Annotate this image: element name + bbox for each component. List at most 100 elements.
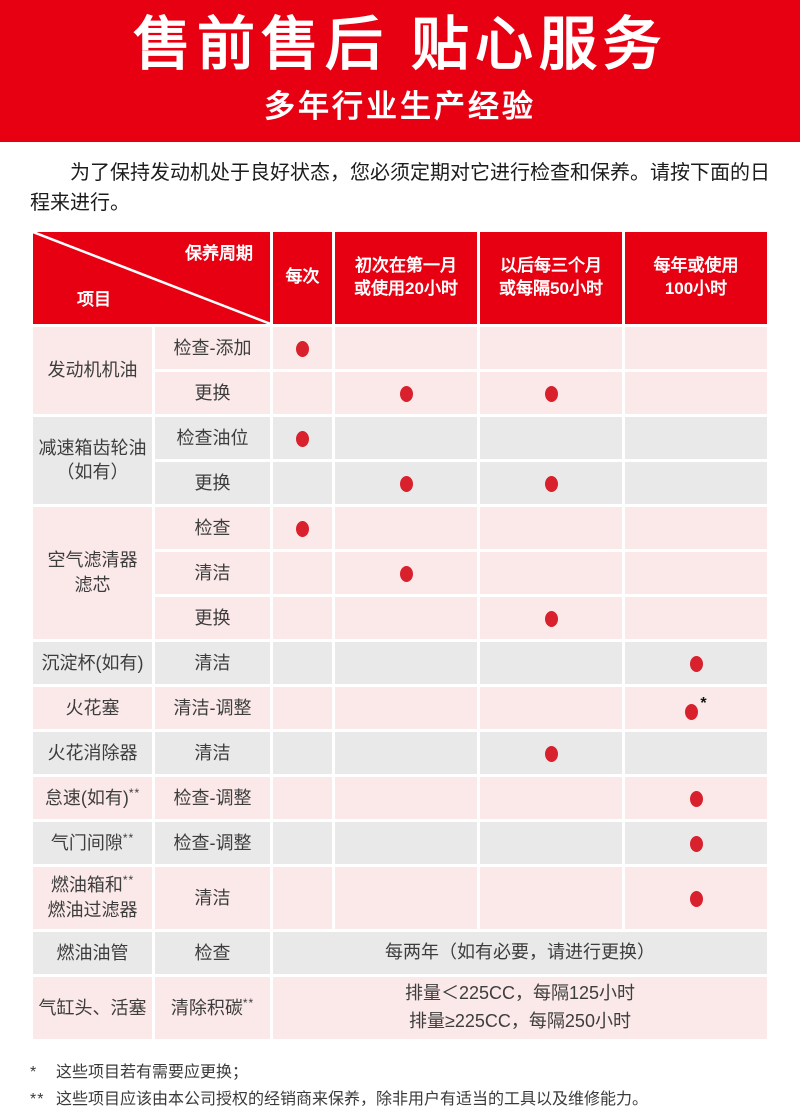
schedule-dot-icon [544, 610, 558, 627]
header-maintenance-period: 保养周期 [185, 244, 253, 263]
mark-cell [335, 641, 477, 684]
action-cell: 检查-调整 [155, 776, 270, 819]
column-header-every-use: 每次 [273, 232, 332, 324]
column-header-every-3-months-50h: 以后每三个月 或每隔50小时 [480, 232, 622, 324]
action-cell: 检查-调整 [155, 821, 270, 864]
mark-cell [625, 641, 767, 684]
mark-cell [480, 686, 622, 729]
mark-cell [480, 416, 622, 459]
table-row: 火花消除器 清洁 [33, 731, 767, 774]
action-cell: 清洁 [155, 866, 270, 929]
mark-cell [273, 731, 332, 774]
action-cell: 更换 [155, 596, 270, 639]
mark-cell [273, 821, 332, 864]
mark-cell [480, 506, 622, 549]
item-cell: 气门间隙** [33, 821, 152, 864]
action-cell: 清洁 [155, 641, 270, 684]
mark-cell [273, 416, 332, 459]
intro-paragraph: 为了保持发动机处于良好状态，您必须定期对它进行检查和保养。请按下面的日程来进行。 [30, 162, 770, 214]
mark-cell [625, 506, 767, 549]
column-header-first-month-20h: 初次在第一月 或使用20小时 [335, 232, 477, 324]
schedule-dot-icon [296, 340, 309, 357]
schedule-dot-icon [689, 790, 703, 807]
action-cell: 清除积碳** [155, 976, 270, 1039]
action-cell: 检查油位 [155, 416, 270, 459]
action-cell: 更换 [155, 371, 270, 414]
table-row: 清洁 [33, 551, 767, 594]
banner-subtitle: 多年行业生产经验 [264, 89, 536, 124]
mark-cell [480, 461, 622, 504]
mark-cell [480, 821, 622, 864]
mark-cell [273, 776, 332, 819]
mark-cell: * [625, 686, 767, 729]
maintenance-schedule-table: 保养周期 项目 每次 初次在第一月 或使用20小时 以后每三个月 或每隔50小时… [30, 229, 770, 1042]
corner-header-cell: 保养周期 项目 [33, 232, 270, 324]
schedule-dot-icon [296, 520, 309, 537]
mark-cell [335, 776, 477, 819]
interval-note-cell: 每两年（如有必要，请进行更换） [273, 931, 767, 974]
mark-cell [273, 866, 332, 929]
footnote-text: 这些项目若有需要应更换； [56, 1063, 249, 1081]
item-cell: 发动机机油 [33, 326, 152, 414]
footnotes: * 这些项目若有需要应更换； ** 这些项目应该由本公司授权的经销商来保养，除非… [30, 1059, 770, 1109]
double-asterisk-marker: ** [30, 1090, 45, 1108]
table-row: 火花塞 清洁-调整 * [33, 686, 767, 729]
schedule-dot-icon [689, 835, 703, 852]
schedule-table-body: 发动机机油 检查-添加 更换 减速箱齿轮油 （如有） 检查油位 更换 空气滤清器 滤芯 检查 清洁更… [33, 326, 767, 1039]
mark-cell [273, 641, 332, 684]
item-cell: 沉淀杯(如有) [33, 641, 152, 684]
mark-cell [480, 731, 622, 774]
asterisk-marker: * [700, 694, 707, 712]
header-item: 项目 [77, 289, 111, 309]
schedule-dot-icon [399, 475, 413, 492]
schedule-dot-icon [296, 430, 309, 447]
action-cell: 清洁 [155, 731, 270, 774]
banner: 售前售后 贴心服务 多年行业生产经验 [0, 0, 800, 142]
action-cell: 检查 [155, 506, 270, 549]
action-footnote-ref: ** [242, 995, 255, 1010]
mark-cell [335, 821, 477, 864]
mark-cell [273, 461, 332, 504]
mark-cell [625, 371, 767, 414]
action-cell: 检查-添加 [155, 326, 270, 369]
mark-cell [625, 551, 767, 594]
item-cell: 减速箱齿轮油 （如有） [33, 416, 152, 504]
table-row: 更换 [33, 461, 767, 504]
table-row: 减速箱齿轮油 （如有） 检查油位 [33, 416, 767, 504]
mark-cell [625, 461, 767, 504]
asterisk-marker: * [30, 1063, 38, 1081]
item-footnote-ref: ** [128, 785, 141, 800]
banner-title: 售前售后 贴心服务 [132, 12, 668, 77]
mark-cell [335, 371, 477, 414]
table-row: 气门间隙** 检查-调整 [33, 821, 767, 864]
mark-cell [335, 731, 477, 774]
mark-cell [273, 506, 332, 549]
mark-cell [625, 596, 767, 639]
mark-cell [480, 641, 622, 684]
mark-cell [480, 776, 622, 819]
table-row: 更换 [33, 596, 767, 639]
mark-cell [480, 371, 622, 414]
footnote-text: 这些项目应该由本公司授权的经销商来保养，除非用户有适当的工具以及维修能力。 [56, 1090, 649, 1108]
diagonal-divider-icon [33, 232, 270, 324]
table-row: 燃油箱和** 燃油过滤器 清洁 [33, 866, 767, 929]
mark-cell [335, 596, 477, 639]
mark-cell [273, 371, 332, 414]
schedule-dot-icon [689, 890, 703, 907]
mark-cell [273, 596, 332, 639]
schedule-dot-icon [689, 655, 703, 672]
schedule-dot-icon [399, 385, 413, 402]
mark-cell [625, 821, 767, 864]
table-row: 燃油油管 检查 每两年（如有必要，请进行更换） [33, 931, 767, 974]
item-footnote-ref: ** [122, 830, 135, 845]
mark-cell [480, 326, 622, 369]
column-header-yearly-100h: 每年或使用 100小时 [625, 232, 767, 324]
item-cell: 空气滤清器 滤芯 [33, 506, 152, 639]
action-cell: 检查 [155, 931, 270, 974]
table-row: 气缸头、活塞 清除积碳** 排量＜225CC，每隔125小时 排量≥225CC，每隔… [33, 976, 767, 1039]
mark-cell [625, 326, 767, 369]
mark-cell [625, 416, 767, 459]
mark-cell [480, 866, 622, 929]
footnote-double-asterisk: ** 这些项目应该由本公司授权的经销商来保养，除非用户有适当的工具以及维修能力。 [30, 1086, 770, 1109]
